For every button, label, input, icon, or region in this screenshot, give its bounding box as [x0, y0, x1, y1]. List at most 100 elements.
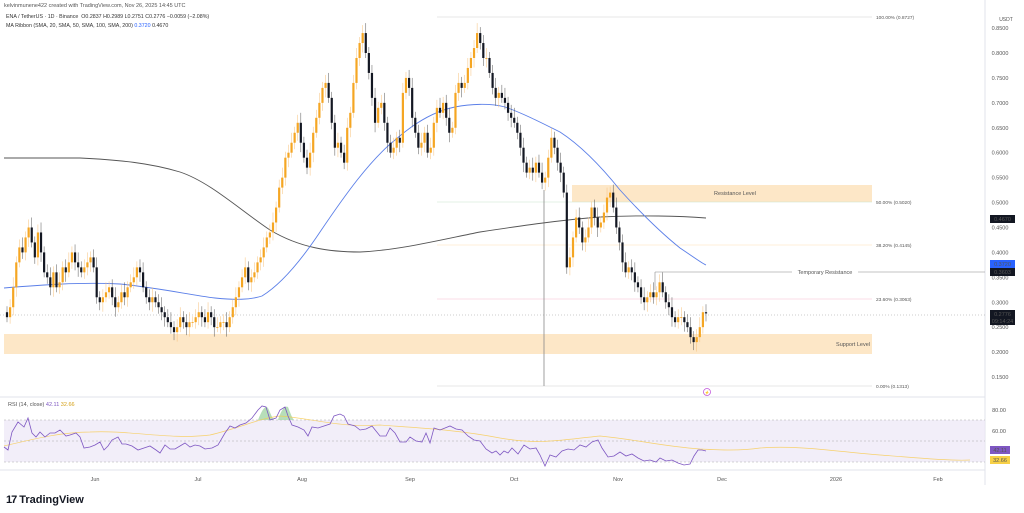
- candle[interactable]: [658, 282, 661, 293]
- candle[interactable]: [135, 267, 139, 278]
- candle[interactable]: [429, 147, 432, 153]
- candle[interactable]: [457, 82, 460, 93]
- candle[interactable]: [358, 43, 361, 58]
- candle[interactable]: [661, 282, 664, 293]
- candle[interactable]: [420, 142, 423, 148]
- candle[interactable]: [145, 287, 148, 298]
- candle[interactable]: [510, 112, 513, 118]
- candlesticks[interactable]: [5, 23, 708, 352]
- candle[interactable]: [129, 282, 132, 288]
- candle[interactable]: [343, 152, 346, 163]
- candle[interactable]: [284, 157, 287, 178]
- time-axis[interactable]: Jun Jul Aug Sep Oct Nov Dec 2026 Feb: [91, 477, 943, 483]
- candle[interactable]: [126, 287, 129, 298]
- candle[interactable]: [61, 267, 64, 283]
- candle[interactable]: [5, 312, 9, 318]
- candle[interactable]: [265, 237, 268, 248]
- candle[interactable]: [166, 317, 169, 323]
- candle[interactable]: [494, 87, 497, 98]
- candle[interactable]: [210, 312, 213, 318]
- candle[interactable]: [107, 287, 111, 293]
- candle[interactable]: [667, 302, 670, 308]
- candle[interactable]: [383, 102, 386, 123]
- candle[interactable]: [503, 97, 507, 103]
- candle[interactable]: [618, 227, 621, 243]
- candle[interactable]: [562, 172, 565, 193]
- candle[interactable]: [160, 307, 163, 313]
- candle[interactable]: [321, 87, 324, 103]
- candle[interactable]: [12, 287, 15, 308]
- candle[interactable]: [237, 287, 241, 298]
- candle[interactable]: [361, 33, 364, 44]
- candle[interactable]: [466, 67, 469, 83]
- candle[interactable]: [176, 327, 179, 333]
- candle[interactable]: [488, 57, 491, 73]
- candle[interactable]: [104, 292, 108, 298]
- candle[interactable]: [339, 142, 343, 153]
- candle[interactable]: [290, 142, 293, 153]
- candle[interactable]: [627, 267, 630, 273]
- candle[interactable]: [8, 307, 12, 318]
- candle[interactable]: [274, 207, 278, 223]
- candle[interactable]: [609, 192, 612, 198]
- candle[interactable]: [479, 33, 482, 44]
- candle[interactable]: [55, 272, 58, 288]
- candle[interactable]: [485, 57, 488, 59]
- candle[interactable]: [39, 232, 43, 253]
- candle[interactable]: [680, 317, 683, 319]
- candle[interactable]: [677, 317, 680, 323]
- candle[interactable]: [206, 312, 210, 323]
- candle[interactable]: [287, 152, 290, 158]
- candle[interactable]: [355, 57, 358, 83]
- candle[interactable]: [590, 207, 593, 228]
- candle[interactable]: [491, 72, 494, 88]
- candle[interactable]: [621, 242, 624, 263]
- candle[interactable]: [49, 277, 52, 288]
- candle[interactable]: [92, 257, 95, 268]
- candle[interactable]: [571, 237, 575, 258]
- candle[interactable]: [522, 147, 525, 163]
- candle[interactable]: [401, 92, 404, 143]
- candle[interactable]: [324, 82, 327, 88]
- candle[interactable]: [194, 317, 197, 323]
- candle[interactable]: [414, 117, 417, 133]
- candle[interactable]: [624, 262, 627, 273]
- candle[interactable]: [584, 237, 587, 243]
- candle[interactable]: [482, 43, 485, 58]
- candle[interactable]: [83, 267, 86, 273]
- candle[interactable]: [27, 227, 30, 238]
- candle[interactable]: [250, 277, 253, 283]
- resistance-zone[interactable]: [572, 185, 872, 202]
- candle[interactable]: [64, 267, 67, 273]
- rsi-ma-line[interactable]: [3, 415, 971, 461]
- candle[interactable]: [234, 297, 237, 308]
- candle[interactable]: [101, 297, 104, 303]
- candle[interactable]: [154, 297, 157, 303]
- sma-50-line[interactable]: [3, 103, 707, 300]
- candle[interactable]: [256, 262, 259, 273]
- candle[interactable]: [95, 267, 98, 298]
- candle[interactable]: [395, 137, 398, 148]
- candle[interactable]: [318, 102, 321, 118]
- candle[interactable]: [191, 322, 194, 323]
- candle[interactable]: [141, 272, 145, 288]
- candle[interactable]: [18, 247, 21, 263]
- candle[interactable]: [89, 257, 92, 263]
- candle[interactable]: [77, 262, 80, 268]
- candle[interactable]: [182, 317, 185, 323]
- candle[interactable]: [683, 317, 686, 323]
- candle[interactable]: [281, 177, 284, 188]
- candle[interactable]: [445, 102, 448, 118]
- candle[interactable]: [114, 297, 117, 308]
- candle[interactable]: [373, 97, 377, 123]
- candle[interactable]: [309, 152, 312, 168]
- candle[interactable]: [380, 102, 383, 108]
- candle[interactable]: [435, 107, 439, 123]
- candle[interactable]: [120, 292, 123, 303]
- candle[interactable]: [213, 317, 216, 328]
- candle[interactable]: [636, 282, 640, 288]
- candle[interactable]: [203, 317, 207, 323]
- candle[interactable]: [423, 132, 426, 143]
- candle[interactable]: [21, 247, 24, 253]
- support-zone[interactable]: [4, 334, 872, 354]
